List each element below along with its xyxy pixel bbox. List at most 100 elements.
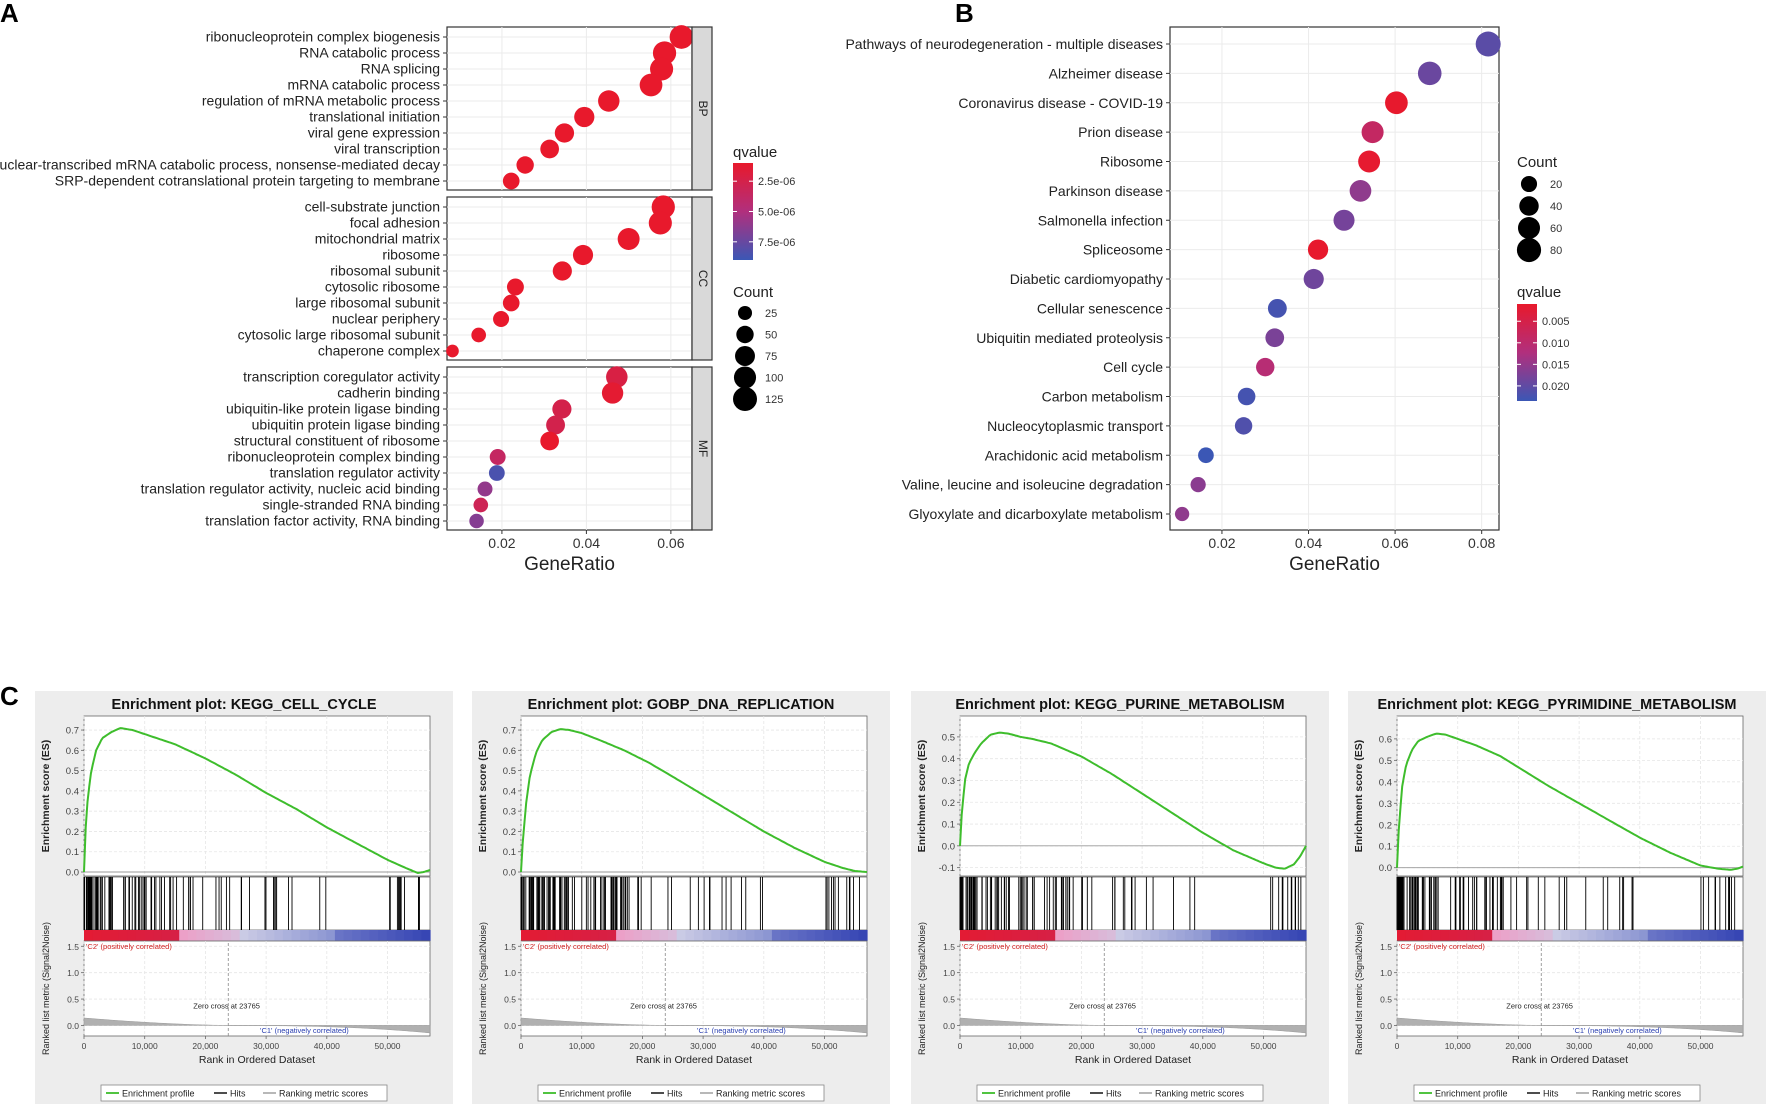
ranked-color-segment bbox=[84, 930, 94, 941]
count-legend-label: 125 bbox=[765, 394, 783, 406]
panel-label-b: B bbox=[955, 0, 974, 28]
term-label: large ribosomal subunit bbox=[295, 295, 440, 311]
go-term-dot bbox=[489, 449, 506, 465]
es-y-tick-label: 0.7 bbox=[66, 726, 79, 737]
es-y-tick-label: 0.6 bbox=[1379, 734, 1392, 745]
ranked-color-segment bbox=[763, 930, 773, 941]
pathway-label: Ubiquitin mediated proteolysis bbox=[976, 330, 1163, 346]
rank-x-tick-label: 20,000 bbox=[192, 1041, 218, 1051]
ranked-color-segment bbox=[538, 930, 548, 941]
gsea-plot-title: Enrichment plot: KEGG_PYRIMIDINE_METABOL… bbox=[1377, 697, 1736, 713]
legend-label-hits: Hits bbox=[1106, 1089, 1122, 1099]
pathway-dot bbox=[1417, 61, 1442, 86]
ranked-color-segment bbox=[780, 930, 790, 941]
x-tick-label: 0.04 bbox=[1295, 535, 1322, 551]
rank-x-tick-label: 30,000 bbox=[1129, 1041, 1155, 1051]
ranked-color-segment bbox=[555, 930, 565, 941]
ranked-color-segment bbox=[1544, 930, 1554, 941]
es-y-axis-title: Enrichment score (ES) bbox=[477, 740, 489, 853]
enrichment-profile-line bbox=[83, 727, 431, 875]
rank-x-axis-title: Rank in Ordered Dataset bbox=[1512, 1054, 1628, 1066]
es-y-tick-label: 0.4 bbox=[503, 786, 516, 797]
ranked-color-segment bbox=[412, 930, 422, 941]
ranked-color-segment bbox=[395, 930, 405, 941]
ranked-color-segment bbox=[1003, 930, 1013, 941]
ranked-color-segment bbox=[1262, 930, 1273, 941]
ranked-color-segment bbox=[1055, 930, 1065, 941]
ranked-color-segment bbox=[1561, 930, 1571, 941]
term-label: focal adhesion bbox=[350, 215, 440, 231]
es-plot-area bbox=[1396, 715, 1744, 877]
term-label: transcription coregulator activity bbox=[243, 369, 440, 385]
positive-correlation-label: 'C2' (positively correlated) bbox=[1399, 942, 1485, 951]
gsea-plot-3: Enrichment plot: KEGG_PURINE_METABOLISM -… bbox=[911, 691, 1329, 1104]
metric-y-tick-label: 0.0 bbox=[943, 1021, 955, 1031]
es-y-tick-label: 0.2 bbox=[1379, 820, 1392, 831]
ranked-color-segment bbox=[977, 930, 987, 941]
pathway-label: Salmonella infection bbox=[1038, 212, 1163, 228]
rank-x-tick-label: 40,000 bbox=[751, 1041, 777, 1051]
metric-y-tick-label: 1.5 bbox=[943, 942, 955, 952]
qvalue-legend-title: qvalue bbox=[1517, 284, 1561, 301]
count-legend-label: 25 bbox=[765, 308, 777, 320]
ranked-color-segment bbox=[1708, 930, 1718, 941]
panel-label-c: C bbox=[0, 681, 19, 711]
count-legend-title: Count bbox=[733, 284, 774, 301]
legend-label-hits: Hits bbox=[230, 1089, 246, 1099]
ranked-color-segment bbox=[1492, 930, 1502, 941]
metric-y-axis-title: Ranked list metric (Signal2Noise) bbox=[478, 922, 488, 1055]
rank-x-tick-label: 10,000 bbox=[1008, 1041, 1034, 1051]
ranked-color-segment bbox=[1682, 930, 1692, 941]
ranked-color-segment bbox=[1271, 930, 1281, 941]
ranked-color-segment bbox=[386, 930, 396, 941]
ranked-color-segment bbox=[1159, 930, 1169, 941]
pathway-label: Parkinson disease bbox=[1049, 183, 1164, 199]
term-label: ribonucleoprotein complex biogenesis bbox=[206, 29, 440, 45]
es-y-axis-title: Enrichment score (ES) bbox=[40, 740, 52, 853]
go-term-dot bbox=[669, 25, 694, 49]
ranked-color-segment bbox=[694, 930, 704, 941]
es-y-tick-label: 0.0 bbox=[1379, 863, 1392, 874]
ranked-color-segment bbox=[1457, 930, 1467, 941]
metric-y-tick-label: 1.5 bbox=[67, 942, 79, 952]
ranked-color-segment bbox=[248, 930, 258, 941]
ranked-color-segment bbox=[624, 930, 635, 941]
term-label: RNA splicing bbox=[361, 61, 440, 77]
ranked-color-segment bbox=[745, 930, 756, 941]
ranked-color-segment bbox=[144, 930, 154, 941]
ranked-color-segment bbox=[110, 930, 120, 941]
term-label: viral transcription bbox=[334, 141, 440, 157]
gsea-legend-box bbox=[537, 1084, 825, 1102]
ranked-color-segment bbox=[633, 930, 643, 941]
es-y-tick-label: 0.4 bbox=[942, 754, 955, 765]
panel-b-kegg-dotplot: Pathways of neurodegeneration - multiple… bbox=[845, 26, 1570, 575]
ranked-color-segment bbox=[1587, 930, 1597, 941]
rank-x-axis-title: Rank in Ordered Dataset bbox=[199, 1054, 315, 1066]
ranked-color-segment bbox=[728, 930, 738, 941]
negative-correlation-label: 'C1' (negatively correlated) bbox=[1573, 1026, 1662, 1035]
metric-y-tick-label: 0.0 bbox=[67, 1021, 79, 1031]
ranking-metric-area bbox=[520, 1017, 868, 1034]
ranked-color-segment bbox=[326, 930, 336, 941]
ranked-color-segment bbox=[1466, 930, 1476, 941]
ranked-color-segment bbox=[127, 930, 137, 941]
ranked-color-segment bbox=[1725, 930, 1735, 941]
ranked-color-segment bbox=[317, 930, 327, 941]
ranked-color-segment bbox=[1254, 930, 1264, 941]
metric-y-axis-title: Ranked list metric (Signal2Noise) bbox=[41, 922, 51, 1055]
rank-x-tick-label: 40,000 bbox=[314, 1041, 340, 1051]
count-legend-dot bbox=[736, 325, 754, 344]
ranked-color-segment bbox=[1535, 930, 1545, 941]
colorbar-tick-label: 0.010 bbox=[1542, 338, 1570, 350]
es-y-axis-title: Enrichment score (ES) bbox=[916, 740, 928, 853]
ranked-color-segment bbox=[1552, 930, 1562, 941]
go-term-dot bbox=[601, 382, 624, 404]
term-label: RNA catabolic process bbox=[299, 45, 440, 61]
ranked-color-segment bbox=[1526, 930, 1537, 941]
ranked-color-segment bbox=[265, 930, 275, 941]
legend-label-metric: Ranking metric scores bbox=[279, 1089, 369, 1099]
pathway-dot bbox=[1198, 447, 1214, 464]
ranked-color-segment bbox=[858, 930, 868, 941]
term-label: ubiquitin-like protein ligase binding bbox=[226, 401, 440, 417]
